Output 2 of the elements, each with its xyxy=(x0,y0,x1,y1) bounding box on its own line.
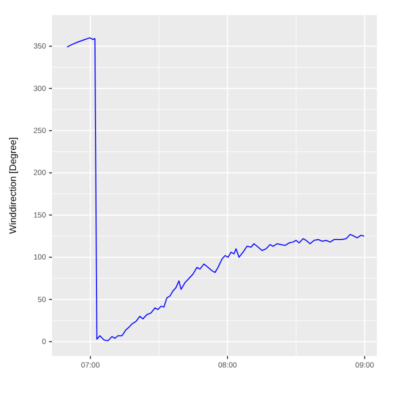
y-axis-title: Winddirection [Degree] xyxy=(8,137,19,234)
line-series xyxy=(66,37,365,342)
